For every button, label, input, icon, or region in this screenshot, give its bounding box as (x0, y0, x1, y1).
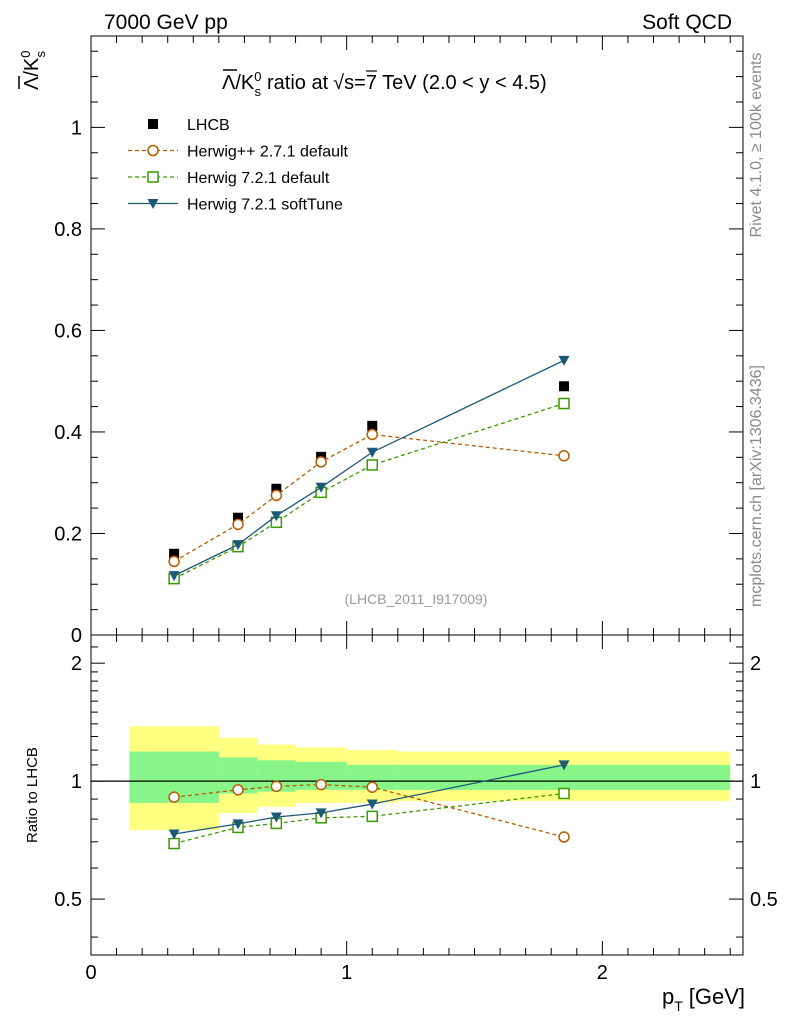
title-k-sub: s (255, 84, 262, 99)
ratio-ytick-label-right: 1 (750, 771, 761, 793)
title-lambda: Λ (222, 72, 236, 94)
series-0-point-5 (559, 381, 570, 392)
series-1-point-0 (168, 555, 180, 568)
legend-marker-1 (147, 144, 159, 157)
title-rest2: s=7 TeV (2.0 < y < 4.5) (344, 72, 547, 94)
xlabel-sub: T (674, 998, 683, 1014)
series-3-point-1 (232, 540, 244, 551)
main-ytick-label: 0.8 (54, 219, 82, 241)
title-slash-k: /K (235, 72, 255, 94)
svg-text:Λ/K0s: Λ/K0s (18, 51, 48, 91)
ylabel-k-sup: 0 (18, 51, 33, 58)
series-0-point-2 (271, 483, 282, 494)
legend-label-0: LHCB (187, 117, 230, 134)
legend-marker-2 (147, 171, 159, 183)
main-axis-ticks: 0 0.2 0.4 0.6 0.8 1 (54, 36, 743, 647)
xtick-label: 1 (341, 962, 352, 984)
series-0-point-3 (315, 778, 327, 791)
xtick-label: 0 (85, 962, 96, 984)
legend-label-3: Herwig 7.2.1 softTune (187, 197, 343, 214)
ratio-ylabel: Ratio to LHCB (24, 747, 41, 843)
main-ytick-label: 1 (71, 117, 82, 139)
ylabel-lambda: Λ (21, 76, 43, 90)
series-2-point-2 (270, 812, 282, 823)
series-line-2 (173, 764, 565, 835)
main-ytick-label: 0.6 (54, 320, 82, 342)
rivet-label: Rivet 4.1.0, ≥ 100k events (748, 53, 765, 238)
series-0-point-4 (366, 781, 379, 793)
header-right: Soft QCD (642, 11, 732, 34)
series-line-1 (173, 792, 565, 845)
main-panel: 00.20.40.60.81 Λ/K0 s ratio at √s=7 TeV (2.… (18, 35, 744, 647)
series-1-point-1 (232, 518, 244, 531)
series-1-point-5 (558, 450, 570, 462)
legend-marker-0 (148, 119, 158, 129)
series-2-point-4 (366, 459, 379, 471)
ylabel-k-sub: s (33, 51, 48, 58)
series-0-point-1 (232, 784, 244, 796)
ratio-ytick-label: 1 (71, 771, 82, 793)
series-3-point-3 (315, 482, 327, 493)
series-2-point-4 (366, 799, 378, 810)
ratio-ytick-label-right: 0.5 (750, 889, 778, 911)
series-2-point-1 (232, 819, 244, 830)
main-ytick-label: 0 (71, 625, 82, 647)
mcplots-label: mcplots.cern.ch [arXiv:1306.3436] (748, 365, 765, 607)
series-line-2 (173, 402, 565, 580)
legend-label-2: Herwig 7.2.1 default (187, 170, 330, 187)
x-axis-label: pT [GeV] (662, 984, 745, 1014)
ratio-uncertainty-bands (129, 726, 731, 831)
series-2-point-3 (315, 808, 327, 819)
title-rest: ratio at (267, 72, 329, 94)
series-3-point-2 (270, 511, 282, 522)
series-2-point-5 (558, 760, 570, 771)
series-1-point-2 (270, 489, 283, 502)
series-3-point-4 (366, 447, 378, 458)
main-ytick-label: 0.4 (54, 422, 82, 444)
series-0-point-1 (233, 512, 244, 523)
main-title: Λ/K0 s ratio at √s=7 TeV (2.0 < y < 4.5) (222, 69, 547, 99)
ratio-series-group (168, 760, 570, 850)
ratio-frame (90, 634, 744, 956)
legend-label-1: Herwig++ 2.7.1 default (187, 144, 349, 161)
series-2-point-5 (558, 397, 570, 410)
series-0-point-0 (169, 548, 180, 559)
series-1-point-3 (315, 456, 327, 468)
ratio-ytick-label: 2 (71, 653, 82, 675)
ratio-axis-ticks: 0.5 0.5 1 1 2 2 0 1 2 (54, 635, 778, 984)
series-2-point-0 (168, 829, 180, 840)
main-series-group (168, 355, 570, 585)
series-1-point-5 (558, 787, 570, 800)
ratio-ytick-label-right: 2 (750, 653, 761, 675)
legend: LHCB Herwig++ 2.7.1 default Herwig 7.2.1 d… (128, 117, 349, 214)
xlabel-p: p (662, 984, 674, 1009)
series-3-point-0 (168, 571, 180, 582)
ylabel-slash-k: /K (21, 57, 43, 77)
series-0-point-5 (558, 831, 570, 843)
main-ylabel: Λ/K0s (18, 51, 48, 91)
series-1-point-4 (366, 428, 379, 441)
legend-marker-3 (147, 199, 159, 209)
header-left: 7000 GeV pp (104, 11, 228, 34)
ratio-ytick-label: 0.5 (54, 889, 82, 911)
xlabel-unit: [GeV] (689, 984, 745, 1009)
series-line-1 (173, 433, 565, 562)
series-0-point-2 (270, 780, 283, 793)
title-sqrt: √ (333, 72, 344, 94)
series-line-0 (174, 783, 565, 838)
series-0-point-0 (168, 791, 180, 803)
ratio-panel: 0.5 0.5 1 1 2 2 0 1 2 Ratio to LHCB pT [GeV] (24, 634, 778, 1014)
series-0-point-4 (367, 420, 378, 431)
series-line-3 (173, 359, 565, 577)
series-1-point-0 (168, 837, 180, 850)
main-ytick-label: 0.2 (54, 523, 82, 545)
analysis-id: (LHCB_2011_I917009) (345, 591, 488, 607)
series-3-point-5 (558, 355, 570, 366)
series-1-point-4 (366, 810, 379, 823)
title-k-sup: 0 (254, 69, 261, 84)
xtick-label: 2 (597, 962, 608, 984)
